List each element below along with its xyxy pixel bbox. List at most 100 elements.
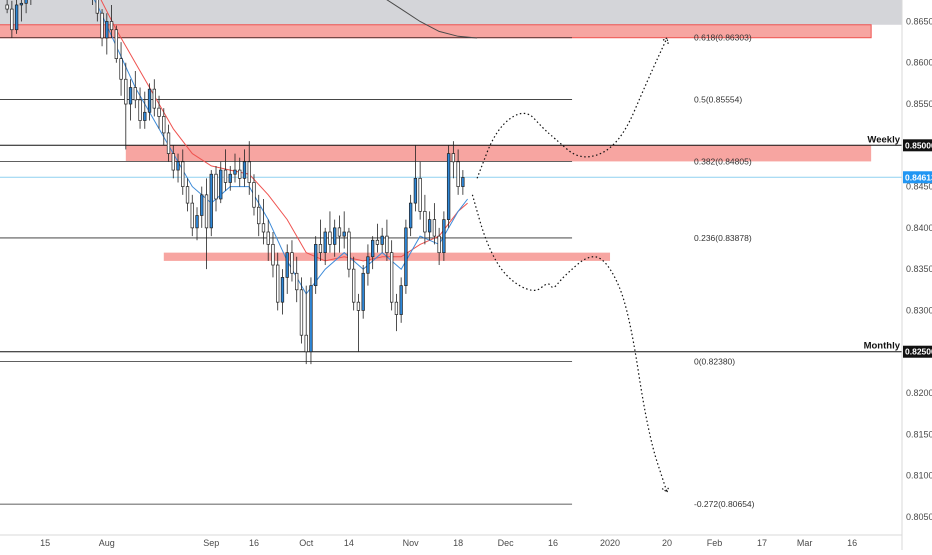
candle-body [95, 0, 99, 14]
candle-48 [280, 269, 285, 315]
x-tick-9: Dec [498, 538, 515, 548]
candle-73 [399, 277, 403, 323]
candle-body [295, 272, 299, 291]
candle-body [247, 161, 251, 183]
x-tick-12: 20 [662, 538, 672, 548]
candle-36 [223, 149, 228, 191]
x-tick-5: Oct [299, 538, 314, 548]
candle-body [14, 4, 19, 31]
x-tick-15: Mar [797, 538, 813, 548]
candle-67 [371, 236, 375, 270]
candle-25 [171, 145, 175, 179]
candle-86 [461, 170, 465, 195]
fib-label-5: -0.272(0.80654) [694, 499, 755, 509]
candle-body [109, 21, 114, 31]
candle-57 [323, 227, 327, 266]
candle-body [219, 169, 223, 200]
candle-body [271, 244, 275, 266]
candle-24 [166, 124, 171, 162]
candle-body [242, 161, 247, 179]
candle-body [290, 252, 294, 274]
candle-body [157, 107, 161, 117]
level-label-weekly: Weekly [867, 134, 900, 145]
candle-69 [380, 227, 384, 253]
candle-13 [114, 25, 118, 63]
candle-17 [133, 71, 137, 109]
candle-59 [333, 219, 337, 257]
candle-26 [176, 153, 180, 183]
ma-slow [386, 0, 478, 39]
level-label-monthly: Monthly [864, 341, 901, 352]
candle-body [356, 301, 361, 311]
candle-body [418, 177, 422, 212]
candle-16 [128, 79, 133, 121]
candle-15 [124, 62, 128, 150]
candle-body [105, 21, 109, 39]
candle-18 [138, 87, 142, 129]
fib-label-3: 0.236(0.83878) [694, 233, 752, 243]
candle-body [380, 235, 384, 245]
candle-body [342, 231, 346, 237]
fib-label-1: 0.5(0.85554) [694, 95, 742, 105]
candle-49 [285, 244, 289, 294]
candle-83 [446, 145, 451, 228]
candle-27 [181, 149, 185, 195]
candle-body [451, 153, 456, 163]
candle-41 [247, 141, 251, 195]
candle-80 [432, 203, 437, 245]
candle-body [233, 169, 237, 175]
candle-31 [200, 186, 204, 228]
fib-label-4: 0(0.82380) [694, 357, 735, 367]
candle-51 [295, 256, 299, 303]
candle-43 [257, 194, 261, 237]
candle-3 [19, 0, 24, 22]
candle-body [100, 12, 104, 39]
candle-body [375, 239, 380, 245]
candle-body [314, 244, 318, 287]
candle-85 [456, 149, 460, 195]
candle-body [427, 219, 432, 233]
candle-54 [309, 277, 313, 365]
candle-82 [442, 211, 446, 261]
candle-body [423, 211, 427, 233]
candle-body [437, 235, 441, 253]
candle-30 [195, 207, 199, 241]
candle-20 [147, 83, 152, 121]
candle-body [408, 202, 413, 229]
ma-medium [100, 0, 468, 262]
candle-body [171, 153, 175, 171]
candle-body [404, 227, 408, 287]
candle-34 [214, 165, 218, 212]
candle-64 [356, 293, 361, 352]
candle-body [385, 235, 389, 253]
candle-body [371, 239, 375, 258]
candle-21 [152, 79, 156, 117]
candle-78 [423, 194, 427, 245]
candle-19 [143, 91, 147, 129]
candle-62 [347, 227, 351, 278]
candle-body [280, 277, 285, 303]
candle-body [337, 227, 342, 237]
candle-68 [375, 223, 380, 253]
candle-35 [219, 161, 223, 204]
candle-50 [290, 240, 294, 282]
x-tick-10: 16 [548, 538, 558, 548]
candle-46 [271, 231, 275, 278]
x-tick-7: Nov [403, 538, 420, 548]
candle-body [413, 177, 418, 204]
candle-58 [328, 211, 332, 253]
candle-61 [342, 211, 346, 249]
candle-0 [5, 0, 9, 14]
candle-body [252, 182, 256, 208]
candle-75 [408, 194, 413, 237]
candle-body [24, 0, 28, 4]
candle-body [133, 87, 137, 101]
